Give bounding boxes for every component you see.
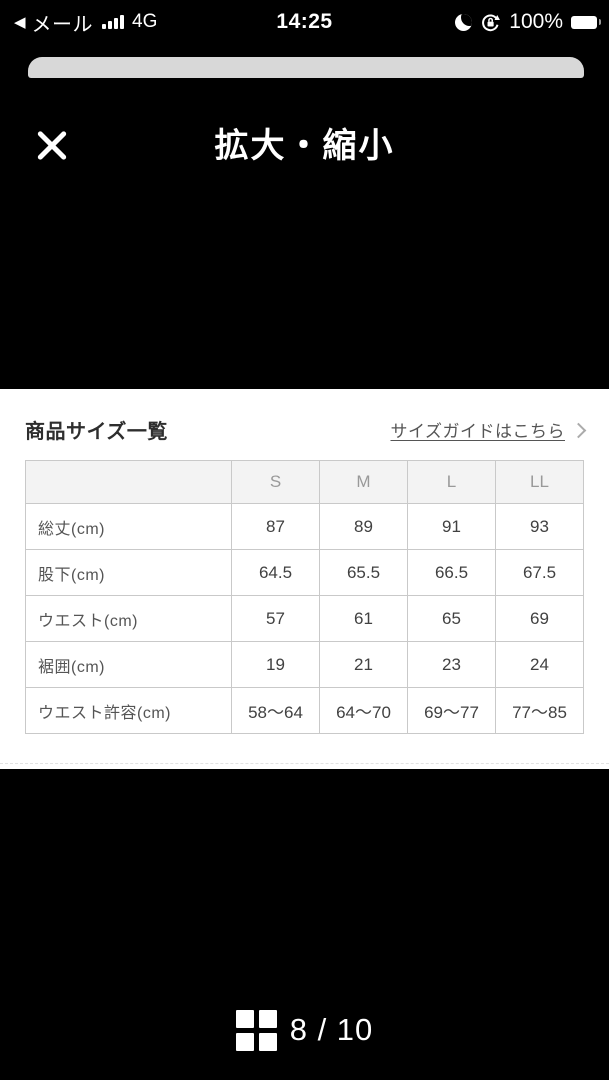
col-header-l: L (407, 460, 496, 504)
row-label: ウエスト許容(cm) (25, 687, 232, 734)
cell-value: 89 (319, 503, 408, 550)
thumbnail-grid-icon[interactable] (235, 1009, 277, 1051)
clock: 14:25 (276, 10, 333, 33)
cell-value: 87 (231, 503, 320, 550)
cell-value: 64〜70 (319, 687, 408, 734)
panel-head: 商品サイズ一覧 サイズガイドはこちら (25, 415, 587, 444)
cell-value: 58〜64 (231, 687, 320, 734)
viewer-title: 拡大・縮小 (214, 127, 395, 165)
col-header-s: S (231, 460, 320, 504)
row-label: 総丈(cm) (25, 503, 232, 550)
table-row: 股下(cm) 64.5 65.5 66.5 67.5 (25, 549, 584, 596)
signal-strength-icon (102, 15, 125, 29)
back-icon: ◀ (14, 13, 26, 31)
cell-value: 64.5 (231, 549, 320, 596)
back-app-label: メール (31, 13, 94, 36)
table-row: 総丈(cm) 87 89 91 93 (25, 503, 584, 550)
size-guide-link[interactable]: サイズガイドはこちら (390, 417, 587, 442)
pagination-bar: 8 / 10 (0, 1000, 609, 1060)
size-guide-link-label: サイズガイドはこちら (390, 422, 565, 441)
cell-value: 23 (407, 641, 496, 688)
back-to-app-button[interactable]: ◀ メール 4G (14, 0, 157, 44)
cell-value: 67.5 (495, 549, 584, 596)
cell-value: 77〜85 (495, 687, 584, 734)
size-table: S M L LL 総丈(cm) 87 89 91 93 股下(cm) 64.5 … (25, 460, 584, 734)
cell-value: 66.5 (407, 549, 496, 596)
status-bar-right: 100% (455, 0, 601, 44)
cell-value: 65.5 (319, 549, 408, 596)
cell-value: 61 (319, 595, 408, 642)
row-label: 裾囲(cm) (25, 641, 232, 688)
cell-value: 65 (407, 595, 496, 642)
moon-icon (455, 13, 473, 31)
size-chart-panel: 商品サイズ一覧 サイズガイドはこちら S M L LL 総丈(cm) 87 89… (0, 389, 609, 769)
cell-value: 57 (231, 595, 320, 642)
cell-value: 91 (407, 503, 496, 550)
corner-cell (25, 460, 232, 504)
status-bar: ◀ メール 4G 14:25 100% (0, 0, 609, 44)
table-row: 裾囲(cm) 19 21 23 24 (25, 641, 584, 688)
table-row: ウエスト(cm) 57 61 65 69 (25, 595, 584, 642)
chevron-right-icon (570, 422, 587, 439)
table-row: ウエスト許容(cm) 58〜64 64〜70 69〜77 77〜85 (25, 687, 584, 734)
battery-icon (571, 15, 601, 29)
cell-value: 69 (495, 595, 584, 642)
col-header-ll: LL (495, 460, 584, 504)
panel-title: 商品サイズ一覧 (25, 421, 168, 443)
cell-value: 19 (231, 641, 320, 688)
sheet-top-handle (28, 57, 584, 78)
rotation-lock-icon (482, 14, 501, 31)
battery-percent-label: 100% (509, 10, 563, 33)
image-viewer-header: 拡大・縮小 (0, 118, 609, 174)
cell-value: 21 (319, 641, 408, 688)
col-header-m: M (319, 460, 408, 504)
page-indicator: 8 / 10 (289, 1012, 374, 1047)
network-type-label: 4G (132, 11, 158, 32)
cell-value: 93 (495, 503, 584, 550)
cell-value: 69〜77 (407, 687, 496, 734)
row-label: 股下(cm) (25, 549, 232, 596)
row-label: ウエスト(cm) (25, 595, 232, 642)
size-table-header-row: S M L LL (25, 460, 584, 504)
cell-value: 24 (495, 641, 584, 688)
close-button[interactable] (30, 124, 74, 168)
